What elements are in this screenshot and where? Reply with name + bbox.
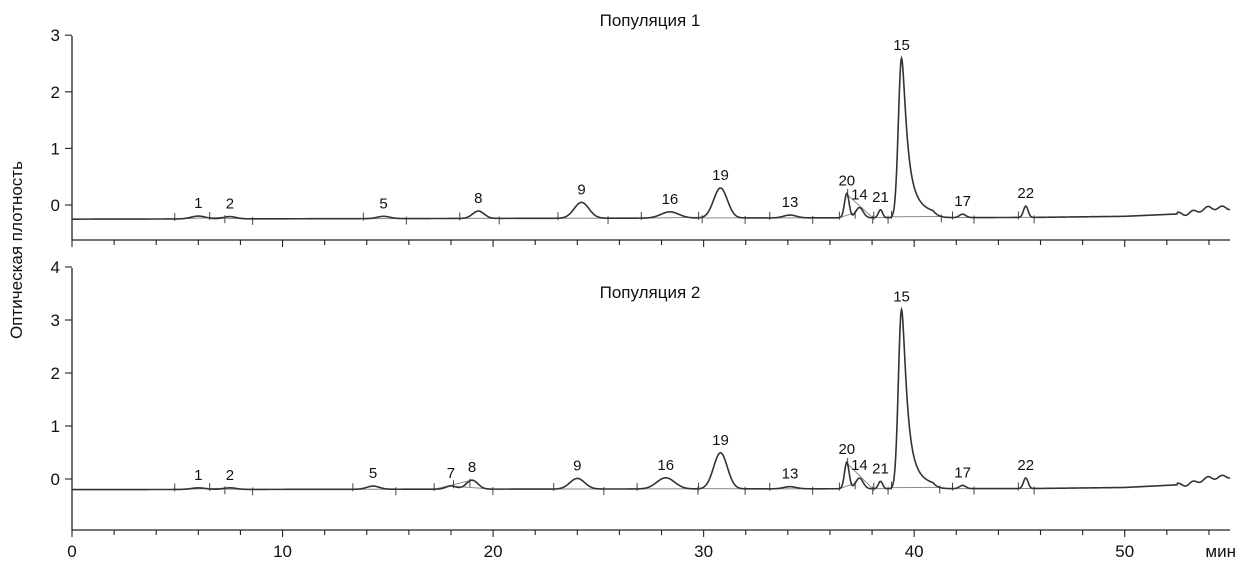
peak-label: 17 [954, 464, 971, 481]
x-tick-label: 10 [273, 542, 292, 561]
x-tick-label: 0 [67, 542, 76, 561]
peak-label: 1 [194, 467, 202, 484]
y-tick-label: 3 [51, 26, 60, 45]
peak-label: 20 [838, 441, 855, 458]
peak-label: 13 [782, 194, 799, 211]
y-axis-label: Оптическая плотность [7, 161, 26, 339]
peak-baseline [847, 463, 874, 490]
y-tick-label: 0 [51, 470, 60, 489]
x-axis-unit: мин [1205, 542, 1236, 561]
peak-label: 2 [226, 467, 234, 484]
x-tick-label: 20 [484, 542, 503, 561]
peak-label: 19 [712, 432, 729, 449]
x-tick-label: 50 [1115, 542, 1134, 561]
x-axis: 0 10 20 30 40 50 мин [67, 542, 1236, 561]
x-tick-label: 40 [905, 542, 924, 561]
peak-label: 5 [369, 465, 377, 482]
peak-baseline [847, 194, 874, 219]
peak-baseline [839, 212, 856, 219]
peak-label: 9 [573, 457, 581, 474]
peak-baseline [839, 482, 856, 490]
peak-label: 16 [657, 457, 674, 474]
peak-label: 14 [851, 457, 868, 474]
peak-label: 20 [838, 172, 855, 189]
x-tick-label: 30 [694, 542, 713, 561]
peak-label: 7 [447, 465, 455, 482]
peak-label: 21 [872, 189, 889, 206]
peak-label: 17 [954, 193, 971, 210]
panel-1-title: Популяция 1 [600, 11, 701, 30]
panel-2-title: Популяция 2 [600, 283, 701, 302]
peak-label: 22 [1017, 185, 1034, 202]
peak-label: 2 [226, 196, 234, 213]
peak-label: 5 [379, 195, 387, 212]
panel-2-trace [72, 306, 1231, 491]
peak-label: 9 [577, 181, 585, 198]
panel-2-axes: 0 1 2 3 4 [51, 258, 1230, 537]
peak-label: 1 [194, 195, 202, 212]
peak-label: 22 [1017, 457, 1034, 474]
peak-label: 8 [474, 190, 482, 207]
peak-label: 14 [851, 187, 868, 204]
peak-label: 15 [893, 37, 910, 54]
y-tick-label: 3 [51, 311, 60, 330]
panel-1-axes: 0 1 2 3 [51, 26, 1230, 247]
peak-label: 13 [782, 466, 799, 483]
peak-label: 16 [662, 191, 679, 208]
y-tick-label: 2 [51, 364, 60, 383]
peak-label: 21 [872, 460, 889, 477]
peak-label: 19 [712, 167, 729, 184]
y-tick-label: 0 [51, 196, 60, 215]
peak-baseline [434, 480, 471, 490]
y-tick-label: 4 [51, 258, 60, 277]
y-tick-label: 2 [51, 83, 60, 102]
peak-label: 8 [468, 459, 476, 476]
panel-1-trace [72, 55, 1231, 220]
y-tick-label: 1 [51, 139, 60, 158]
peak-label: 15 [893, 289, 910, 306]
y-tick-label: 1 [51, 417, 60, 436]
